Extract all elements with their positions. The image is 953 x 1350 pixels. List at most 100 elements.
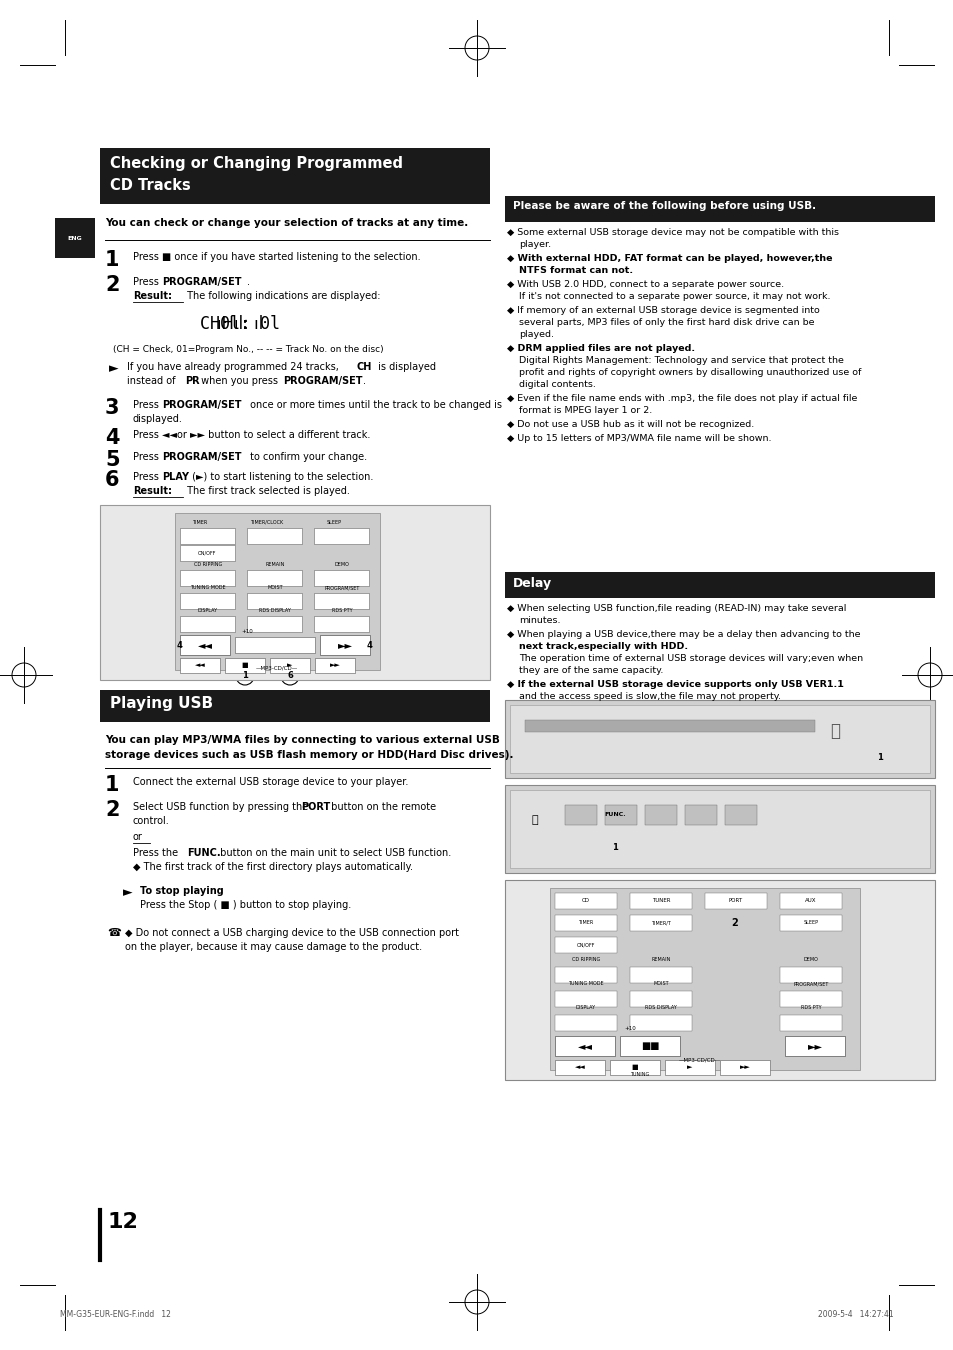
Bar [619,1035,679,1056]
Text: If it's not connected to a separate power source, it may not work.: If it's not connected to a separate powe… [518,292,830,301]
Text: The following indications are displayed:: The following indications are displayed: [184,292,380,301]
Text: ◆ DRM applied files are not played.: ◆ DRM applied files are not played. [506,344,695,352]
Bar [180,634,230,655]
Text: 1: 1 [242,671,248,680]
Text: ►: ► [287,662,293,668]
Text: ⭢: ⭢ [829,722,840,740]
Bar [234,637,314,653]
Bar [664,1060,714,1075]
Circle shape [281,667,298,684]
Bar [314,528,369,544]
Text: CD RIPPING: CD RIPPING [193,562,222,567]
Text: CD: CD [581,899,589,903]
Text: once or more times until the track to be changed is: once or more times until the track to be… [247,400,501,410]
Text: ◆ When selecting USB function,file reading (READ-IN) may take several: ◆ When selecting USB function,file readi… [506,603,845,613]
Text: MOIST: MOIST [267,585,282,590]
Text: SLEEP: SLEEP [802,921,818,926]
Text: ENG: ENG [68,235,82,240]
Text: player.: player. [518,240,551,248]
Circle shape [820,805,869,855]
Text: 2: 2 [105,801,119,819]
Text: (CH = Check, 01=Program No., -- -- = Track No. on the disc): (CH = Check, 01=Program No., -- -- = Tra… [112,346,383,354]
Text: ⏻: ⏻ [531,815,537,825]
Text: ►: ► [123,886,132,899]
Text: ◆ When playing a USB device,there may be a delay then advancing to the: ◆ When playing a USB device,there may be… [506,630,860,639]
Bar [780,1015,841,1031]
Text: CD Tracks: CD Tracks [110,178,191,193]
Text: ◆ Do not connect a USB charging device to the USB connection port: ◆ Do not connect a USB charging device t… [125,927,458,938]
Text: 6: 6 [287,671,293,680]
Bar [174,513,379,670]
Text: DEMO: DEMO [802,957,818,963]
Text: Press: Press [132,277,162,288]
Text: 4: 4 [367,640,373,649]
Text: PROGRAM/SET: PROGRAM/SET [162,277,241,288]
Circle shape [235,667,253,684]
Text: digital contents.: digital contents. [518,379,596,389]
Bar [180,657,220,674]
Bar [564,805,597,825]
Text: DISPLAY: DISPLAY [197,608,218,613]
Bar [780,892,841,909]
Text: ◄◄: ◄◄ [577,1041,592,1052]
Text: PORT: PORT [301,802,330,811]
Text: Result:: Result: [132,486,172,495]
Text: ◆ Even if the file name ends with .mp3, the file does not play if actual file: ◆ Even if the file name ends with .mp3, … [506,394,857,404]
Bar [720,1060,769,1075]
Text: PROGRAM/SET: PROGRAM/SET [793,981,828,985]
Text: instead of: instead of [127,377,178,386]
Text: MM-G35-EUR-ENG-F.indd   12: MM-G35-EUR-ENG-F.indd 12 [60,1310,171,1319]
Text: TUNING MODE: TUNING MODE [568,981,603,985]
Text: The first track selected is played.: The first track selected is played. [184,486,350,495]
Bar [180,545,234,562]
Text: or: or [132,832,143,842]
Text: Press: Press [132,472,162,482]
Text: ◆ If the external USB storage device supports only USB VER1.1: ◆ If the external USB storage device sup… [506,680,843,688]
Text: FUNC.: FUNC. [187,848,220,859]
Bar [724,805,757,825]
Bar [100,690,490,722]
Text: You can play MP3/WMA files by connecting to various external USB: You can play MP3/WMA files by connecting… [105,734,499,745]
Bar [550,888,859,1071]
Text: REMAIN: REMAIN [651,957,670,963]
Text: TUNING: TUNING [630,1072,649,1077]
Text: on the player, because it may cause damage to the product.: on the player, because it may cause dama… [125,942,421,952]
Text: 2: 2 [731,918,738,927]
Bar [555,1060,604,1075]
Bar [314,616,369,632]
Text: TIMER/CLOCK: TIMER/CLOCK [250,520,283,525]
Bar [504,784,934,873]
Text: DEMO: DEMO [335,562,349,567]
Text: 1: 1 [105,775,119,795]
Bar [247,593,302,609]
Text: 1: 1 [612,842,618,852]
Bar [555,915,617,931]
Bar [555,1015,617,1031]
Text: minutes.: minutes. [518,616,560,625]
Circle shape [723,913,745,934]
Text: PROGRAM/SET: PROGRAM/SET [324,585,359,590]
Text: storage devices such as USB flash memory or HDD(Hard Disc drives).: storage devices such as USB flash memory… [105,751,513,760]
Text: ►►: ►► [330,662,340,668]
Text: ON/OFF: ON/OFF [577,942,595,948]
Text: The operation time of external USB storage devices will vary;even when: The operation time of external USB stora… [518,653,862,663]
Text: ◆ Do not use a USB hub as it will not be recognized.: ◆ Do not use a USB hub as it will not be… [506,420,754,429]
Text: when you press: when you press [198,377,281,386]
Text: +10: +10 [241,629,253,634]
Text: Result:: Result: [132,292,172,301]
Text: PROGRAM/SET: PROGRAM/SET [162,400,241,410]
Bar [780,991,841,1007]
Circle shape [806,791,882,867]
Text: ◄◄: ◄◄ [574,1064,585,1071]
Text: 6: 6 [105,470,119,490]
Circle shape [360,636,378,653]
Bar [629,915,691,931]
Text: 4: 4 [177,640,183,649]
Bar [629,991,691,1007]
Text: 2,3,5: 2,3,5 [352,595,366,601]
Text: ◄◄: ◄◄ [197,640,213,649]
Circle shape [862,717,897,753]
Text: 3: 3 [105,398,119,418]
Text: ◆ With external HDD, FAT format can be played, however,the: ◆ With external HDD, FAT format can be p… [506,254,832,263]
Bar [524,720,814,732]
